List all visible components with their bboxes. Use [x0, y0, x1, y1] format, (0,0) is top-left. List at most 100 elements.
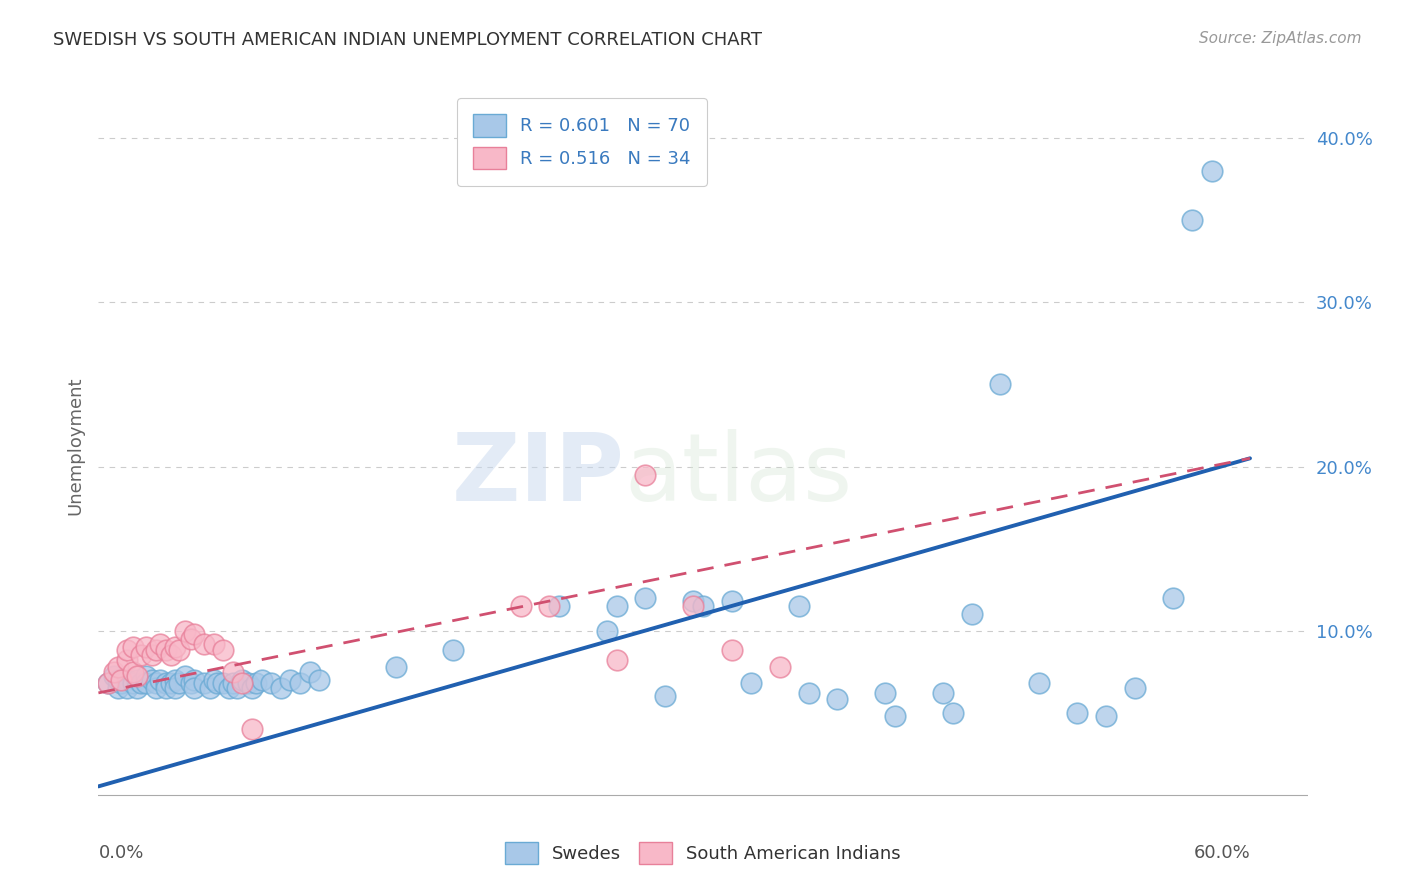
Point: [1201, 164, 1223, 178]
Point: [145, 643, 167, 657]
Point: [122, 665, 145, 679]
Text: 0.0%: 0.0%: [98, 844, 143, 862]
Point: [173, 669, 195, 683]
Point: [960, 607, 983, 622]
Point: [932, 686, 955, 700]
Point: [884, 709, 907, 723]
Point: [149, 637, 172, 651]
Point: [682, 594, 704, 608]
Point: [240, 722, 263, 736]
Point: [443, 643, 465, 657]
Point: [141, 648, 163, 662]
Point: [212, 643, 235, 657]
Point: [167, 643, 190, 657]
Point: [606, 653, 628, 667]
Point: [1095, 709, 1118, 723]
Point: [538, 599, 561, 613]
Point: [769, 659, 792, 673]
Point: [787, 599, 810, 613]
Point: [990, 377, 1012, 392]
Point: [1123, 681, 1146, 695]
Point: [122, 640, 145, 654]
Point: [160, 676, 183, 690]
Point: [129, 648, 152, 662]
Point: [115, 653, 138, 667]
Point: [107, 681, 129, 695]
Point: [222, 676, 245, 690]
Point: [122, 676, 145, 690]
Point: [720, 594, 742, 608]
Point: [288, 676, 311, 690]
Point: [103, 669, 125, 683]
Legend: R = 0.601   N = 70, R = 0.516   N = 34: R = 0.601 N = 70, R = 0.516 N = 34: [457, 98, 707, 186]
Point: [183, 673, 205, 687]
Point: [135, 676, 157, 690]
Point: [1028, 676, 1050, 690]
Point: [135, 640, 157, 654]
Point: [107, 659, 129, 673]
Point: [180, 676, 202, 690]
Point: [165, 681, 187, 695]
Point: [207, 676, 229, 690]
Point: [202, 637, 225, 651]
Point: [240, 681, 263, 695]
Point: [654, 689, 676, 703]
Point: [165, 673, 187, 687]
Point: [183, 627, 205, 641]
Point: [212, 676, 235, 690]
Point: [97, 676, 120, 690]
Point: [231, 673, 253, 687]
Point: [115, 681, 138, 695]
Point: [280, 673, 302, 687]
Point: [173, 624, 195, 638]
Point: [155, 676, 177, 690]
Point: [155, 681, 177, 695]
Point: [198, 681, 221, 695]
Point: [634, 591, 657, 605]
Point: [165, 640, 187, 654]
Point: [385, 659, 408, 673]
Point: [115, 673, 138, 687]
Point: [260, 676, 283, 690]
Point: [180, 632, 202, 646]
Point: [875, 686, 897, 700]
Point: [941, 706, 963, 720]
Point: [110, 673, 132, 687]
Point: [125, 669, 148, 683]
Point: [270, 681, 292, 695]
Point: [149, 673, 172, 687]
Point: [193, 676, 215, 690]
Point: [720, 643, 742, 657]
Point: [218, 681, 240, 695]
Point: [797, 686, 820, 700]
Point: [107, 673, 129, 687]
Point: [225, 681, 247, 695]
Point: [115, 643, 138, 657]
Text: 60.0%: 60.0%: [1194, 844, 1250, 862]
Point: [103, 665, 125, 679]
Legend: Swedes, South American Indians: Swedes, South American Indians: [491, 828, 915, 879]
Point: [167, 676, 190, 690]
Point: [509, 599, 531, 613]
Point: [183, 681, 205, 695]
Point: [548, 599, 571, 613]
Point: [145, 681, 167, 695]
Point: [222, 665, 245, 679]
Point: [634, 467, 657, 482]
Point: [1181, 213, 1204, 227]
Point: [135, 669, 157, 683]
Point: [141, 673, 163, 687]
Point: [110, 676, 132, 690]
Point: [160, 648, 183, 662]
Y-axis label: Unemployment: Unemployment: [66, 376, 84, 516]
Text: SWEDISH VS SOUTH AMERICAN INDIAN UNEMPLOYMENT CORRELATION CHART: SWEDISH VS SOUTH AMERICAN INDIAN UNEMPLO…: [53, 31, 762, 49]
Point: [692, 599, 714, 613]
Point: [129, 676, 152, 690]
Point: [236, 676, 259, 690]
Point: [298, 665, 321, 679]
Point: [827, 692, 849, 706]
Point: [245, 676, 267, 690]
Point: [145, 676, 167, 690]
Text: atlas: atlas: [624, 428, 852, 521]
Point: [308, 673, 330, 687]
